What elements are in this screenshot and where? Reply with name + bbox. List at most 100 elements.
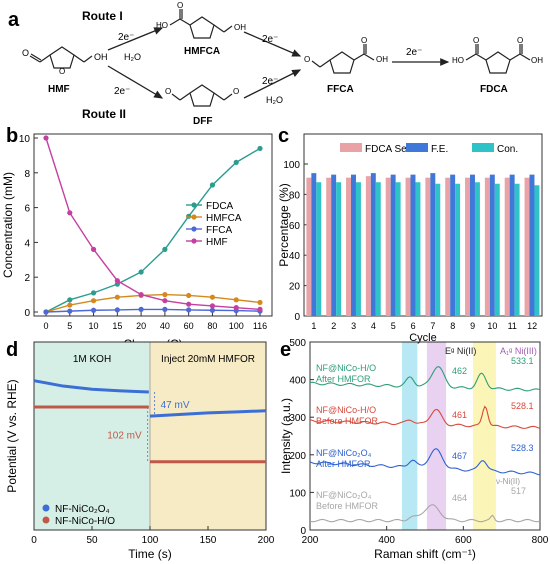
c-ytick-label: 60 — [289, 221, 301, 232]
c-xtick-label: 9 — [470, 321, 475, 331]
c-bar-con — [494, 183, 500, 316]
c-bar-fdcasel — [484, 177, 490, 316]
c-ytick-label: 0 — [294, 312, 300, 323]
b-data-point — [90, 290, 97, 296]
b-ytick-label: 2 — [24, 273, 30, 284]
b-data-point — [90, 298, 97, 304]
e-peak-label: 467 — [452, 451, 467, 461]
c-bar-fe — [509, 174, 515, 316]
e-spectrum-line — [309, 448, 541, 476]
c-bar-con — [375, 182, 381, 316]
b-data-point — [138, 306, 144, 312]
arrow-label-3: 2e⁻ — [262, 34, 278, 45]
c-xtick-label: 7 — [430, 321, 435, 331]
chart-c-xlabel: Cycle — [409, 332, 437, 344]
arrow-dff-to-ffca — [243, 69, 302, 99]
e-peak-label: 461 — [452, 410, 467, 420]
d-annotation-47mv: 47 mV — [161, 400, 190, 411]
ffca-o-top: O — [361, 36, 367, 45]
b-legend-marker — [191, 226, 197, 232]
panel-b-letter: b — [6, 125, 18, 147]
b-data-point — [233, 297, 239, 303]
ffca-molecule — [311, 44, 375, 74]
e-band-label: A₁ᵍ Ni(III) — [500, 346, 537, 356]
d-xtick-label: 100 — [142, 535, 159, 546]
b-legend-label: HMFCA — [206, 213, 242, 224]
e-ytick-label: 300 — [289, 413, 306, 424]
b-data-point — [162, 306, 168, 312]
dff-name: DFF — [193, 116, 212, 127]
b-xtick-label: 60 — [184, 321, 194, 331]
chart-e-spectra — [309, 366, 541, 523]
panel-c-letter: c — [278, 125, 289, 147]
b-data-point — [233, 305, 239, 311]
c-bar-fe — [390, 174, 396, 316]
d-region-bg — [34, 342, 150, 530]
b-ytick-label: 4 — [24, 238, 30, 249]
dff-molecule — [171, 84, 233, 107]
route-1-label: Route I — [82, 9, 123, 23]
b-data-point — [209, 307, 216, 313]
fdca-o-right: O — [517, 36, 523, 45]
chart-d-ticks: 0 50 100 150 200 — [31, 526, 275, 546]
b-xtick-label: 15 — [112, 321, 122, 331]
b-data-point — [138, 269, 144, 275]
b-legend-label: FDCA — [206, 201, 234, 212]
e-series-label: NF@NiCo₂O₄ — [316, 448, 372, 458]
water-label-1: H₂O — [124, 52, 141, 62]
e-peak-label: 464 — [452, 493, 467, 503]
c-xtick-label: 1 — [311, 321, 316, 331]
e-ytick-label: 400 — [289, 376, 306, 387]
b-legend-label: FFCA — [206, 225, 232, 236]
c-bar-con — [474, 182, 480, 316]
c-bar-fdcasel — [504, 177, 510, 316]
b-data-point — [162, 246, 168, 252]
d-xtick-label: 50 — [86, 535, 98, 546]
b-data-point — [90, 246, 97, 252]
arrow-label-1: 2e⁻ — [118, 32, 134, 43]
c-ytick-label: 100 — [283, 160, 300, 171]
c-legend-swatch — [406, 143, 428, 152]
e-series-label: After HMFOR — [316, 374, 371, 384]
chart-e-frame — [309, 341, 541, 531]
c-xtick-label: 12 — [527, 321, 537, 331]
e-band-label: Eᵍ Ni(II) — [445, 346, 476, 356]
b-data-point — [67, 210, 73, 216]
c-bar-con — [514, 183, 520, 316]
b-xtick-label: 100 — [229, 321, 244, 331]
c-bar-fe — [331, 174, 337, 316]
b-data-point — [233, 159, 239, 165]
c-bar-con — [355, 182, 361, 316]
c-bar-fdcasel — [365, 176, 371, 316]
chart-c-legend: FDCA Sel. F.E. Con. — [340, 143, 518, 155]
d-legend-label: NF-NiCo-H/O — [55, 516, 115, 527]
d-legend-marker — [42, 516, 50, 524]
c-bar-fe — [430, 173, 436, 316]
arrow-hmf-to-hmfca — [107, 27, 164, 51]
chart-d-series — [33, 379, 267, 464]
b-xtick-label: 116 — [253, 321, 267, 331]
e-xtick-label: 200 — [302, 535, 319, 546]
e-series-label: NF@NiCo₂O₄ — [316, 490, 372, 500]
hmfca-oh: OH — [234, 23, 246, 32]
b-series-line-ffca — [45, 308, 261, 313]
c-bar-fdcasel — [445, 177, 451, 316]
d-series-line-before — [33, 379, 149, 394]
c-bar-fdcasel — [425, 177, 431, 316]
e-xtick-label: 600 — [455, 535, 472, 546]
c-xtick-label: 4 — [371, 321, 376, 331]
arrow-label-4: 2e⁻ — [262, 76, 278, 87]
b-legend-label: HMF — [206, 237, 228, 248]
c-bar-fdcasel — [465, 177, 471, 316]
e-peak-label: 528.3 — [511, 443, 534, 453]
e-xtick-label: 400 — [378, 535, 395, 546]
chart-e-ticks: 200 400 600 800 0 100 200 300 400 500 — [289, 338, 548, 546]
b-data-point — [114, 294, 120, 300]
b-data-point — [186, 292, 192, 299]
ffca-oh: OH — [376, 55, 388, 64]
c-xtick-label: 3 — [351, 321, 356, 331]
fdca-name: FDCA — [480, 84, 508, 95]
hmf-name: HMF — [48, 84, 70, 95]
b-xtick-label: 0 — [43, 321, 48, 331]
